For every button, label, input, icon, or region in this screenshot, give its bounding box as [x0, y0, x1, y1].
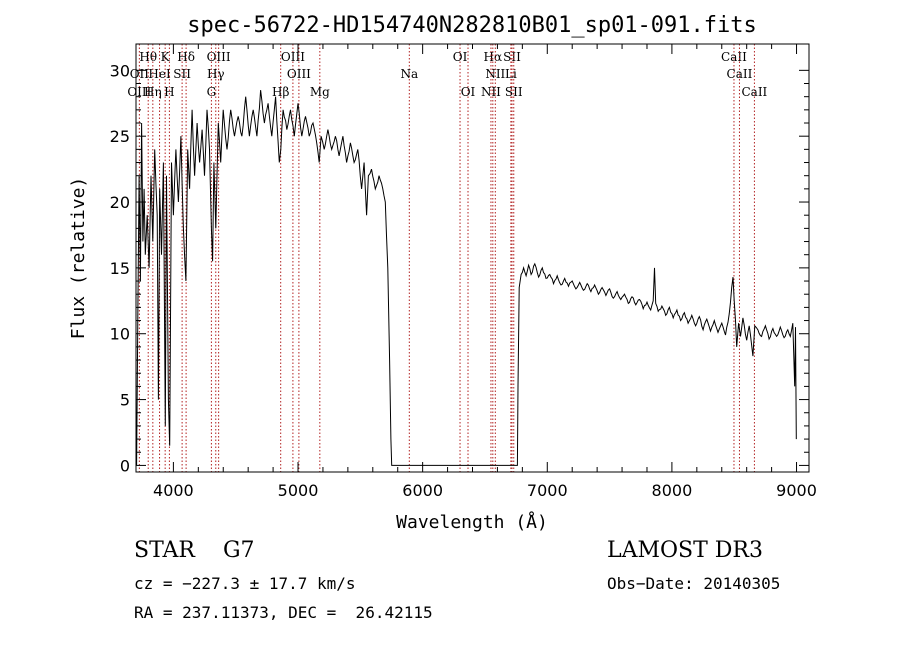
marker-label: Mg: [310, 85, 330, 99]
x-axis: 4000 5000 6000 7000 8000 9000: [153, 44, 817, 500]
marker-label: OIII: [207, 50, 231, 64]
marker-label: OI: [461, 85, 476, 99]
y-tick-label: 15: [110, 259, 130, 278]
plot-frame: [135, 43, 810, 473]
marker-label: Hα: [484, 50, 503, 64]
y-tick-label: 30: [110, 61, 130, 80]
y-tick-label: 25: [110, 127, 130, 146]
y-tick-label: 20: [110, 193, 130, 212]
marker-label: Hη: [144, 85, 162, 99]
marker-label: OII: [130, 67, 150, 81]
marker-label: H: [164, 85, 174, 99]
x-tick-label: 4000: [153, 481, 194, 500]
x-tick-label: 9000: [776, 481, 817, 500]
x-axis-label: Wavelength (Å): [396, 511, 548, 533]
marker-label: SII: [503, 50, 521, 64]
marker-label: Hβ: [272, 85, 289, 99]
marker-label: CaII: [727, 67, 753, 81]
marker-label: CaII: [721, 50, 747, 64]
marker-label: HeI: [148, 67, 171, 81]
marker-label: OIII: [287, 67, 311, 81]
x-tick-label: 6000: [402, 481, 443, 500]
marker-label: OIII: [127, 85, 151, 99]
marker-label: K: [161, 50, 171, 64]
x-tick-label: 7000: [527, 481, 568, 500]
marker-label: Na: [400, 67, 418, 81]
spectrum-line: [136, 90, 797, 466]
marker-label: SII: [505, 85, 523, 99]
marker-label: OIII: [281, 50, 305, 64]
marker-label: CaII: [741, 85, 767, 99]
x-tick-label: 8000: [652, 481, 693, 500]
marker-label: Hγ: [207, 67, 225, 81]
marker-label: Hθ: [139, 50, 157, 64]
chart-title: spec-56722-HD154740N282810B01_sp01-091.f…: [187, 13, 757, 38]
marker-label: OI: [453, 50, 468, 64]
coordinates: RA = 237.11373, DEC = 26.42115: [134, 603, 433, 622]
marker-label: Hδ: [177, 50, 195, 64]
marker-label: SII: [173, 67, 191, 81]
redshift-cz: cz = −227.3 ± 17.7 km/s: [134, 574, 356, 593]
marker-label: NII: [485, 67, 505, 81]
marker-label: Li: [505, 67, 517, 81]
y-tick-label: 10: [110, 325, 130, 344]
observation-date: Obs−Date: 20140305: [607, 574, 781, 593]
y-tick-label: 0: [120, 456, 130, 475]
y-axis-label: Flux (relative): [68, 177, 89, 340]
marker-label: G: [207, 85, 217, 99]
y-tick-label: 5: [120, 391, 130, 410]
survey-name: LAMOST DR3: [607, 538, 763, 563]
object-class: STAR G7: [134, 538, 255, 563]
marker-label: NII: [481, 85, 501, 99]
y-axis: 0 5 10 15 20 25 30: [110, 61, 809, 475]
x-tick-label: 5000: [278, 481, 319, 500]
